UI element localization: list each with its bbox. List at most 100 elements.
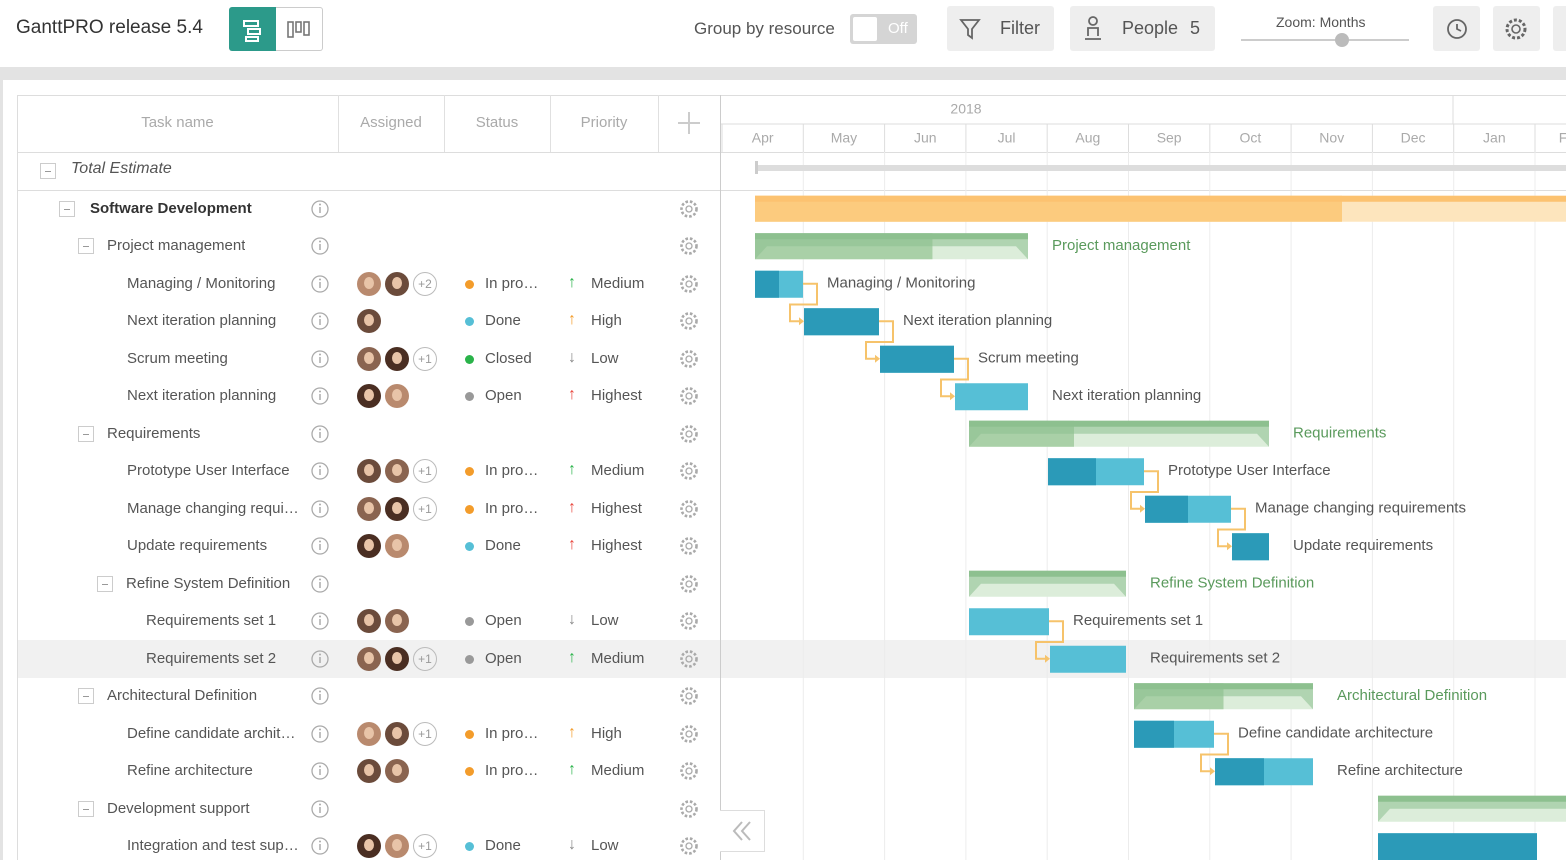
zoom-knob[interactable] <box>1335 33 1349 47</box>
chevrons-icon <box>732 821 751 841</box>
avatar <box>357 646 381 671</box>
group-top <box>1378 795 1566 802</box>
toggle-label: Off <box>888 20 908 37</box>
info-icon[interactable] <box>310 611 330 631</box>
settings-icon[interactable] <box>678 348 700 370</box>
dependency-link <box>1035 620 1064 660</box>
collapse-button[interactable] <box>78 425 94 442</box>
status: Open <box>485 387 522 405</box>
settings-icon[interactable] <box>678 535 700 557</box>
collapse-panel-button[interactable] <box>720 810 765 852</box>
info-icon[interactable] <box>310 649 330 669</box>
settings-icon[interactable] <box>678 798 700 820</box>
info-icon[interactable] <box>310 424 330 444</box>
info-icon[interactable] <box>310 724 330 744</box>
gear-teeth <box>680 612 698 631</box>
priority-icon: ↑ <box>568 386 576 404</box>
gear-teeth <box>680 387 698 406</box>
settings-icon[interactable] <box>678 648 700 670</box>
settings-icon[interactable] <box>678 685 700 707</box>
settings-icon[interactable] <box>678 273 700 295</box>
gear-hub <box>685 205 693 213</box>
settings-icon[interactable] <box>678 423 700 445</box>
info-icon[interactable] <box>310 686 330 706</box>
settings-icon[interactable] <box>678 835 700 857</box>
info-icon[interactable] <box>310 349 330 369</box>
column-header: Task name <box>141 114 214 131</box>
avatar-more: +2 <box>413 271 437 296</box>
status: In pro… <box>485 274 539 292</box>
settings-icon[interactable] <box>678 385 700 407</box>
avatar <box>357 759 381 784</box>
avatar-more: +1 <box>413 721 437 746</box>
info-icon[interactable] <box>310 499 330 519</box>
gear-hub <box>685 617 693 625</box>
avatar-face <box>364 314 374 327</box>
zoom-slider[interactable] <box>1241 39 1409 41</box>
settings-icon[interactable] <box>678 573 700 595</box>
collapse-button[interactable] <box>78 800 94 817</box>
info-icon[interactable] <box>310 761 330 781</box>
info-circle <box>311 237 329 255</box>
people-button[interactable]: People 5 <box>1070 6 1215 51</box>
history-button[interactable] <box>1433 6 1480 51</box>
add-column[interactable] <box>688 112 690 134</box>
settings-button[interactable] <box>1493 6 1540 51</box>
collapse-minus <box>45 171 51 172</box>
avatar <box>385 459 409 484</box>
info-icon[interactable] <box>310 274 330 294</box>
collapse-button[interactable] <box>59 200 75 217</box>
status-dot <box>465 317 474 327</box>
gantt-view-button[interactable] <box>229 7 276 51</box>
info-icon[interactable] <box>310 799 330 819</box>
filter-button[interactable]: Filter <box>947 6 1054 51</box>
info-icon[interactable] <box>310 311 330 331</box>
info-icon[interactable] <box>310 461 330 481</box>
settings-icon[interactable] <box>678 498 700 520</box>
info-icon[interactable] <box>310 836 330 856</box>
gear-teeth <box>680 312 698 331</box>
gantt-icon <box>243 20 261 42</box>
info-dot <box>319 615 321 618</box>
dependency-link <box>789 282 818 323</box>
group-toggle[interactable]: Off <box>850 14 917 44</box>
settings-icon[interactable] <box>678 610 700 632</box>
priority-icon: ↓ <box>568 348 576 366</box>
settings-icon[interactable] <box>678 760 700 782</box>
collapse-button[interactable] <box>40 163 56 179</box>
settings-icon[interactable] <box>678 310 700 332</box>
month-label: Dec <box>1401 130 1426 146</box>
selected-row <box>17 640 1566 678</box>
info-icon[interactable] <box>310 574 330 594</box>
status-dot <box>465 542 474 552</box>
filter-label: Filter <box>1000 18 1040 38</box>
settings-icon[interactable] <box>678 460 700 482</box>
collapse-button[interactable] <box>78 688 94 705</box>
task-progress <box>1134 720 1174 748</box>
dependency-arrow <box>950 392 955 401</box>
settings-icon[interactable] <box>678 235 700 257</box>
info-icon[interactable] <box>310 236 330 256</box>
avatar <box>385 346 409 371</box>
info-dot <box>319 465 321 468</box>
column-header: Status <box>475 114 519 131</box>
settings-icon[interactable] <box>678 198 700 220</box>
collapse-button[interactable] <box>97 575 113 592</box>
settings-icon[interactable] <box>678 723 700 745</box>
zoom-label: Zoom: Months <box>1276 14 1366 30</box>
board-view-button[interactable] <box>276 7 323 51</box>
month-label: Jan <box>1483 130 1506 146</box>
avatar <box>357 346 381 371</box>
info-circle <box>311 387 329 405</box>
info-icon[interactable] <box>310 199 330 219</box>
info-icon[interactable] <box>310 536 330 556</box>
month-label: Aug <box>1075 130 1100 146</box>
collapse-button[interactable] <box>78 238 94 255</box>
gear-hub <box>685 392 693 400</box>
dependency-arrow <box>1227 542 1232 551</box>
more-button[interactable] <box>1553 6 1566 51</box>
priority: Medium <box>591 462 645 480</box>
info-icon[interactable] <box>310 386 330 406</box>
priority-icon: ↓ <box>568 836 576 854</box>
gear-hub <box>685 430 693 438</box>
